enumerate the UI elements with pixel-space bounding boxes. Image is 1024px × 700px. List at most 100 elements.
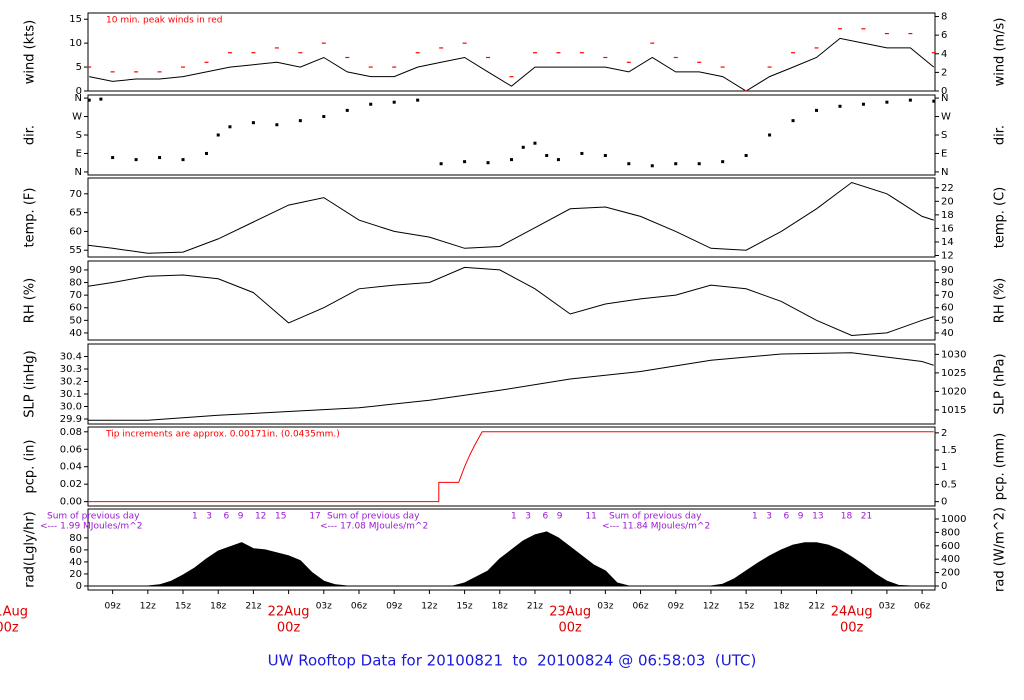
y-axis-label: SLP (inHg): [23, 350, 38, 418]
dir-point: [392, 100, 396, 104]
data-line: [88, 431, 934, 503]
y2-axis-label: rad (W/m^2): [993, 507, 1008, 592]
y-tick-label: 40: [69, 328, 82, 339]
data-line: [89, 37, 935, 92]
x-tick-label: 12z: [421, 602, 437, 612]
y2-tick-label: 80: [941, 278, 954, 289]
note-title: Sum of previous day: [327, 512, 420, 522]
y2-tick-label: 60: [941, 303, 954, 314]
y2-tick-label: 600: [941, 541, 960, 552]
y2-tick-label: W: [941, 112, 951, 123]
y2-tick-label: 400: [941, 554, 960, 565]
y-tick-label: 90: [69, 265, 82, 276]
note-text: <--- 11.84 MJoules/m^2: [602, 522, 710, 532]
y2-tick-label: 0: [941, 86, 947, 97]
dir-point: [322, 115, 326, 119]
y2-tick-label: 90: [941, 265, 954, 276]
dir-point: [134, 158, 138, 162]
dir-point: [791, 119, 795, 123]
dir-point: [99, 97, 103, 101]
x-tick-label: 06z: [632, 602, 648, 612]
panel-frame: [87, 94, 936, 176]
y2-tick-label: 2: [941, 428, 947, 439]
y2-tick-label: 12: [941, 251, 954, 262]
x-tick-label: 03z: [597, 602, 613, 612]
x-tick-label: 00z: [0, 621, 19, 636]
dir-point: [369, 102, 373, 106]
y-tick-label: 0.04: [60, 462, 82, 473]
panel-frame: [87, 12, 936, 92]
y2-tick-label: 1025: [941, 368, 966, 379]
y2-tick-label: 2: [941, 67, 947, 78]
y2-tick-label: 0: [941, 497, 947, 508]
y-tick-label: 50: [69, 315, 82, 326]
panel-frame: [87, 177, 936, 258]
y-tick-label: 80: [69, 533, 82, 544]
dir-point: [111, 156, 115, 160]
dir-point: [158, 156, 162, 160]
dir-point: [533, 141, 537, 145]
y-tick-label: 30.1: [60, 389, 82, 400]
annotation: Tip increments are approx. 0.00171in. (0…: [105, 430, 340, 440]
y-axis-label: RH (%): [23, 278, 38, 323]
dir-point: [521, 145, 525, 149]
date-label: 24Aug: [831, 605, 873, 620]
y-tick-label: N: [75, 167, 82, 178]
dir-point: [204, 151, 208, 155]
x-tick-label: 03z: [879, 602, 895, 612]
x-tick-label: 18z: [492, 602, 508, 612]
dir-point: [181, 158, 185, 162]
dir-point: [556, 158, 560, 162]
y-tick-label: S: [76, 130, 82, 141]
y2-tick-label: 0.5: [941, 479, 957, 490]
dir-point: [345, 108, 349, 112]
y-tick-label: 60: [69, 303, 82, 314]
x-tick-label: 18z: [210, 602, 226, 612]
dir-point: [603, 154, 607, 158]
y2-tick-label: 40: [941, 328, 954, 339]
y-tick-label: 30.0: [60, 402, 82, 413]
dir-point: [298, 119, 302, 123]
data-line: [88, 352, 934, 421]
x-tick-label: 09z: [668, 602, 684, 612]
y-tick-label: 0.08: [60, 427, 82, 438]
y-tick-label: 5: [76, 62, 82, 73]
dir-point: [486, 161, 490, 165]
y2-axis-label: temp. (C): [993, 187, 1008, 249]
y-tick-label: 29.9: [60, 414, 82, 425]
y2-tick-label: 16: [941, 223, 954, 234]
dir-point: [627, 162, 631, 166]
y2-tick-label: 0: [941, 581, 947, 592]
note-title: Sum of previous day: [609, 512, 702, 522]
y2-axis-label: pcp. (mm): [993, 433, 1008, 500]
y2-tick-label: 1030: [941, 349, 966, 360]
note-hours: 1 3 6 9 12 15 17: [192, 512, 321, 522]
y-tick-label: 30.2: [60, 377, 82, 388]
y2-tick-label: 1: [941, 462, 947, 473]
y-tick-label: 30.4: [60, 352, 82, 363]
y-tick-label: 0.02: [60, 479, 82, 490]
y2-tick-label: N: [941, 167, 948, 178]
y-tick-label: 0: [76, 581, 82, 592]
panel-frame: [87, 343, 936, 425]
y-tick-label: 65: [69, 208, 82, 219]
y2-tick-label: E: [941, 148, 947, 159]
x-tick-label: 03z: [316, 602, 332, 612]
y2-tick-label: 800: [941, 527, 960, 538]
y-axis-label: wind (kts): [23, 20, 38, 84]
dir-point: [861, 102, 865, 106]
dir-point: [580, 151, 584, 155]
x-tick-label: 00z: [558, 621, 582, 636]
y-tick-label: 55: [69, 245, 82, 256]
y-tick-label: N: [75, 93, 82, 104]
y2-tick-label: 200: [941, 568, 960, 579]
dir-point: [674, 162, 678, 166]
y-tick-label: 0.06: [60, 444, 82, 455]
dir-point: [463, 160, 467, 164]
y2-tick-label: 1015: [941, 405, 966, 416]
y-tick-label: 0.00: [60, 497, 82, 508]
x-tick-label: 00z: [277, 621, 301, 636]
y-tick-label: 40: [69, 557, 82, 568]
x-tick-label: 09z: [386, 602, 402, 612]
